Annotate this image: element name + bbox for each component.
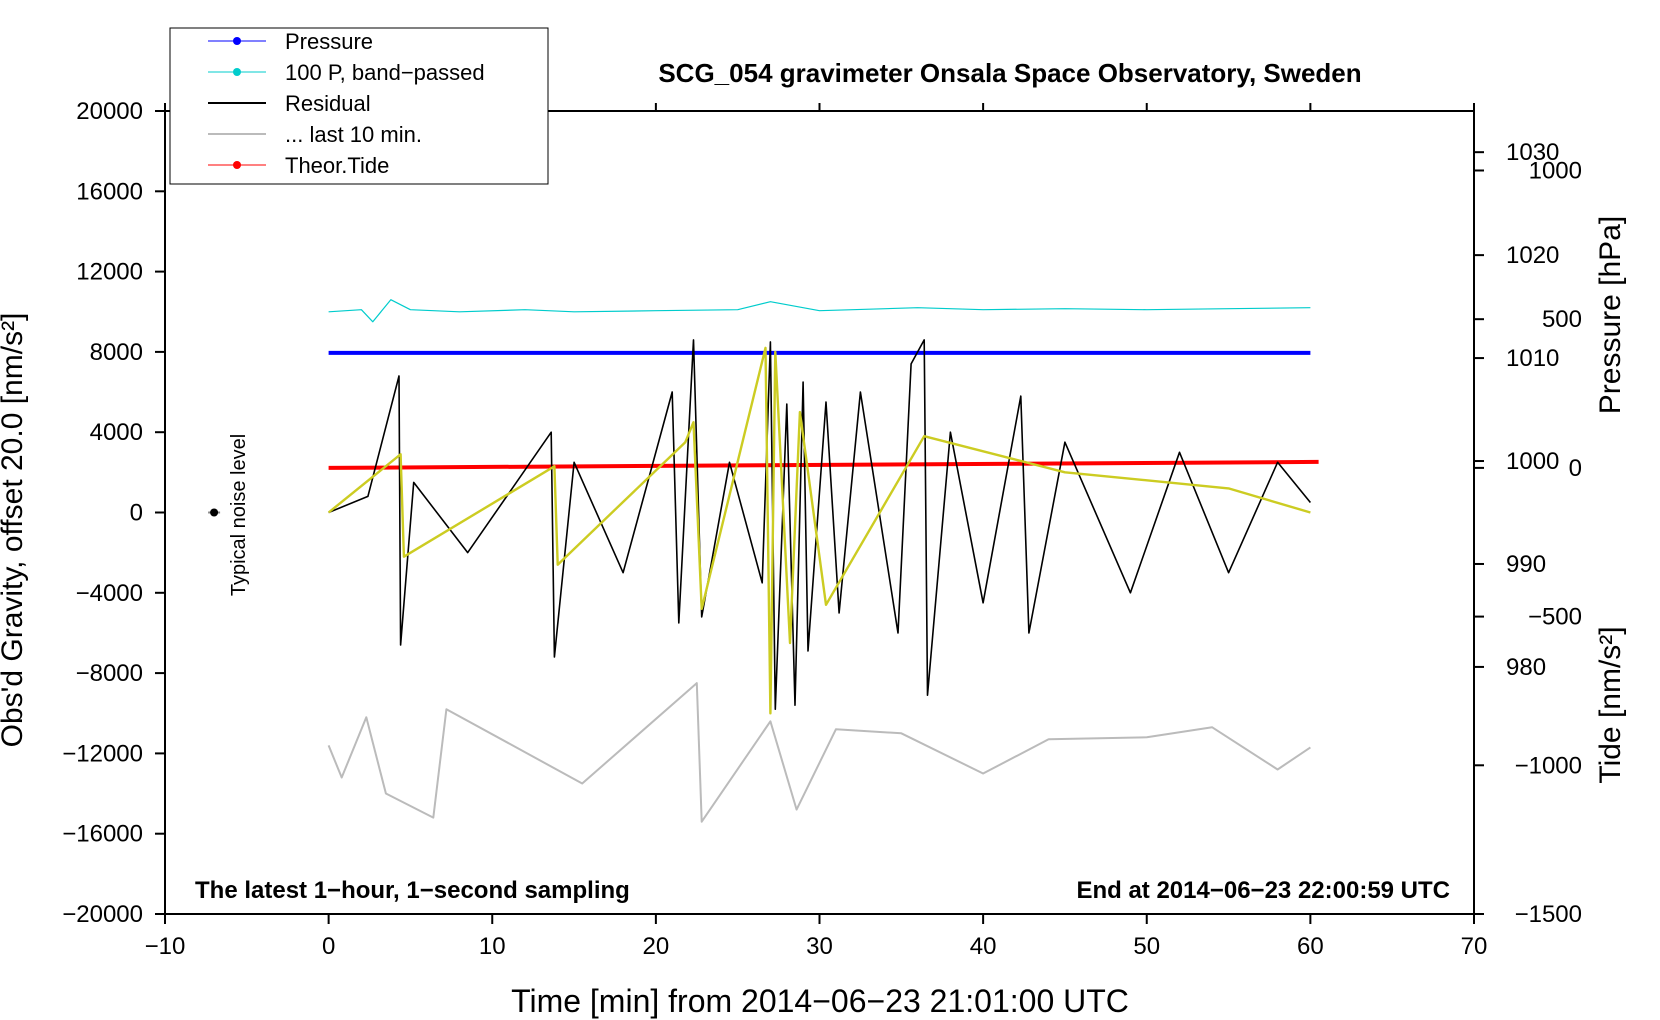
legend-label: ... last 10 min. xyxy=(285,122,422,147)
legend-label: Pressure xyxy=(285,29,373,54)
y-tick-label: 12000 xyxy=(76,259,143,286)
plot-frame xyxy=(164,110,1475,915)
noise-level-label: Typical noise level xyxy=(228,434,250,596)
series-layer xyxy=(208,299,1319,823)
tide-tick-label: −1000 xyxy=(1515,752,1582,779)
x-tick-label: 40 xyxy=(970,933,997,960)
x-tick-label: 0 xyxy=(322,933,335,960)
legend-marker xyxy=(233,161,241,169)
legend-entries: Pressure 100 P, band−passed Residual ... la… xyxy=(208,29,485,178)
x-tick-label: 20 xyxy=(643,933,670,960)
y-axis-label-pressure: Pressure [hPa] xyxy=(1594,216,1627,414)
noise-level-marker xyxy=(210,508,219,517)
legend-label: 100 P, band−passed xyxy=(285,60,485,85)
x-tick-label: 10 xyxy=(479,933,506,960)
series-line-theor-tide xyxy=(328,459,1319,470)
pressure-tick-label: 980 xyxy=(1506,654,1546,681)
y-tick-label: −16000 xyxy=(62,821,143,848)
y-tick-label: 4000 xyxy=(90,419,143,446)
x-axis-label: Time [min] from 2014−06−23 21:01:00 UTC xyxy=(511,983,1129,1019)
chart-title: SCG_054 gravimeter Onsala Space Observat… xyxy=(658,58,1361,88)
x-tick-label: 30 xyxy=(806,933,833,960)
y-tick-label: 16000 xyxy=(76,178,143,205)
series-line-100-p-band-passed xyxy=(328,299,1311,323)
y-tick-label: 8000 xyxy=(90,339,143,366)
legend-marker xyxy=(233,37,241,45)
tide-tick-label: −1500 xyxy=(1515,901,1582,928)
tide-tick-label: 500 xyxy=(1542,306,1582,333)
y-tick-label: −8000 xyxy=(76,660,143,687)
axis-layer: −10 0 10 20 30 40 50 60 702000016000120008000400… xyxy=(62,98,1582,960)
tide-tick-label: 0 xyxy=(1569,455,1582,482)
pressure-tick-label: 1010 xyxy=(1506,345,1559,372)
y-tick-label: 0 xyxy=(130,500,143,527)
x-tick-label: 70 xyxy=(1461,933,1488,960)
legend-label: Residual xyxy=(285,91,371,116)
series-line-fit-yellow xyxy=(327,346,1311,715)
pressure-tick-label: 990 xyxy=(1506,551,1546,578)
pressure-tick-label: 1030 xyxy=(1506,139,1559,166)
y-tick-label: −4000 xyxy=(76,580,143,607)
series-line-last-10-min xyxy=(327,682,1311,823)
legend-marker xyxy=(233,68,241,76)
x-tick-label: 50 xyxy=(1133,933,1160,960)
annotation-bottom-right: End at 2014−06−23 22:00:59 UTC xyxy=(1076,877,1450,904)
y-tick-label: −12000 xyxy=(62,740,143,767)
x-tick-label: −10 xyxy=(145,933,186,960)
legend: Pressure 100 P, band−passed Residual ... la… xyxy=(169,27,549,185)
pressure-tick-label: 1020 xyxy=(1506,242,1559,269)
series-line-residual xyxy=(328,339,1312,711)
annotation-bottom-left: The latest 1−hour, 1−second sampling xyxy=(195,877,630,904)
legend-box xyxy=(169,27,549,185)
y-tick-label: −20000 xyxy=(62,901,143,928)
y-axis-label-tide: Tide [nm/s²] xyxy=(1594,626,1627,783)
x-tick-label: 60 xyxy=(1297,933,1324,960)
tide-tick-label: −500 xyxy=(1528,604,1582,631)
y-tick-label: 20000 xyxy=(76,98,143,125)
tide-tick-label: 1000 xyxy=(1529,157,1582,184)
legend-label: Theor.Tide xyxy=(285,153,389,178)
pressure-tick-label: 1000 xyxy=(1506,448,1559,475)
y-axis-label-left: Obs'd Gravity, offset 20.0 [nm/s²] xyxy=(0,313,29,748)
